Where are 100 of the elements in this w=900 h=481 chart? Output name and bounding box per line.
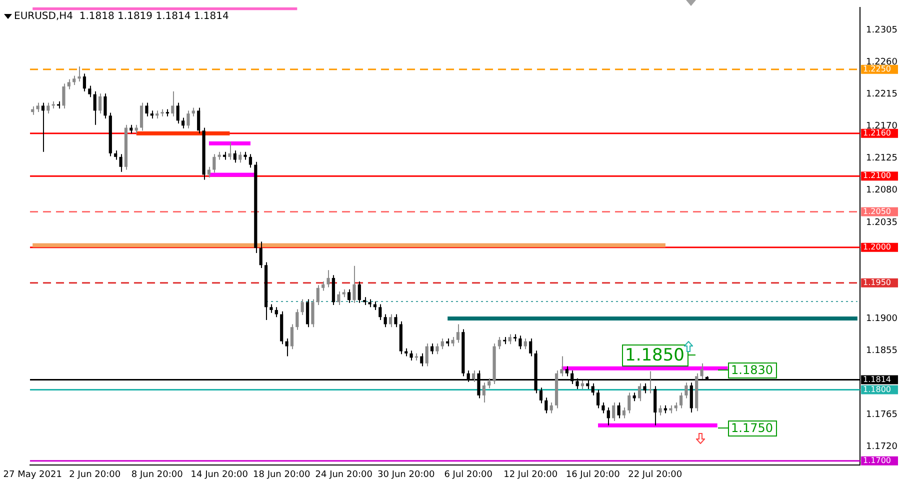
candlestick bbox=[93, 90, 96, 126]
candlestick bbox=[628, 392, 631, 414]
candlestick bbox=[654, 386, 657, 426]
candlestick bbox=[197, 107, 200, 134]
candlestick bbox=[114, 150, 118, 160]
candlestick bbox=[72, 75, 76, 86]
candlestick bbox=[181, 117, 185, 129]
candlestick bbox=[539, 387, 543, 404]
candlestick bbox=[306, 298, 310, 328]
candlestick bbox=[274, 306, 278, 318]
candlestick bbox=[643, 382, 646, 394]
y-tick-label: 1.1855 bbox=[866, 346, 898, 356]
candlestick bbox=[212, 154, 216, 174]
candlestick bbox=[322, 281, 325, 292]
candlestick bbox=[82, 73, 86, 92]
candlestick bbox=[658, 404, 662, 416]
y-tick-label: 1.1720 bbox=[866, 442, 898, 452]
candlestick bbox=[311, 298, 314, 328]
y-tick-label: 1.2305 bbox=[866, 26, 898, 36]
candlestick bbox=[290, 324, 294, 350]
candlestick bbox=[410, 350, 413, 362]
x-tick-label: 18 Jun 20:00 bbox=[253, 470, 310, 480]
y-tick-label: 1.2035 bbox=[866, 218, 898, 228]
y-tick-label: 1.1900 bbox=[866, 314, 898, 324]
candlestick bbox=[430, 342, 434, 355]
candlestick bbox=[508, 334, 512, 345]
candlestick bbox=[140, 102, 144, 132]
candlestick bbox=[62, 83, 66, 109]
x-tick-label: 14 Jun 20:00 bbox=[190, 470, 248, 480]
candlestick bbox=[638, 382, 642, 402]
candlestick bbox=[498, 336, 502, 350]
candlestick bbox=[207, 166, 211, 178]
x-tick-label: 2 Jun 20:00 bbox=[69, 470, 121, 480]
candlestick bbox=[119, 154, 122, 172]
candlestick bbox=[596, 389, 600, 409]
candlestick bbox=[78, 66, 81, 82]
candlestick bbox=[420, 352, 424, 367]
candlestick bbox=[36, 102, 40, 113]
x-tick-label: 6 Jul 20:00 bbox=[444, 470, 493, 480]
candlestick bbox=[451, 336, 454, 347]
candlestick bbox=[472, 370, 476, 382]
candlestick bbox=[617, 402, 620, 419]
candlestick bbox=[285, 338, 288, 357]
candlestick bbox=[560, 356, 564, 377]
candlestick bbox=[300, 298, 304, 316]
candlestick bbox=[88, 85, 92, 98]
candlestick bbox=[518, 335, 522, 350]
candlestick bbox=[550, 402, 553, 414]
x-tick-label: 12 Jul 20:00 bbox=[504, 470, 558, 480]
x-tick-label: 27 May 2021 bbox=[3, 470, 62, 480]
candlestick bbox=[565, 366, 568, 377]
x-tick-label: 8 Jun 20:00 bbox=[131, 470, 184, 480]
candlestick bbox=[388, 314, 392, 328]
candlestick bbox=[358, 281, 361, 304]
y-tick-label: 1.1765 bbox=[866, 410, 898, 420]
candlestick bbox=[46, 102, 50, 114]
candlestick bbox=[316, 284, 320, 306]
candlestick bbox=[690, 382, 693, 414]
candlestick bbox=[544, 397, 548, 414]
candlestick bbox=[41, 102, 45, 152]
candlestick bbox=[602, 402, 605, 414]
x-tick-label: 30 Jun 20:00 bbox=[378, 470, 435, 480]
candlestick bbox=[425, 342, 428, 367]
candlestick bbox=[326, 270, 330, 288]
ref-line-label: 1.2000 bbox=[863, 242, 891, 252]
candlestick bbox=[488, 378, 491, 389]
candlestick bbox=[104, 93, 107, 119]
ref-line-label: 1.1950 bbox=[863, 278, 891, 288]
candlestick bbox=[186, 110, 190, 129]
ref-line-label: 1.2250 bbox=[863, 64, 891, 74]
candlestick bbox=[296, 308, 299, 330]
candlestick bbox=[352, 265, 356, 304]
candlestick bbox=[248, 154, 252, 168]
candlestick bbox=[228, 141, 232, 160]
candlestick bbox=[233, 150, 236, 164]
candlestick bbox=[482, 382, 486, 404]
y-tick-label: 1.2080 bbox=[866, 186, 898, 196]
x-tick-label: 22 Jul 20:00 bbox=[628, 470, 682, 480]
candlestick bbox=[176, 102, 180, 124]
candlestick bbox=[337, 290, 340, 306]
candlestick bbox=[436, 342, 439, 355]
candlestick bbox=[524, 338, 527, 350]
candlestick bbox=[684, 382, 688, 399]
candlestick bbox=[679, 392, 683, 409]
ref-line-label: 1.2100 bbox=[863, 171, 891, 180]
candlestick bbox=[612, 402, 616, 422]
candlestick bbox=[98, 93, 102, 114]
candlestick bbox=[378, 304, 382, 320]
candlestick bbox=[171, 90, 174, 117]
ref-line-label: 1.1800 bbox=[863, 384, 891, 394]
x-tick-label: 24 Jun 20:00 bbox=[315, 470, 373, 480]
candlestick bbox=[606, 407, 610, 426]
candlestick bbox=[347, 288, 351, 304]
ref-line-label: 1.2050 bbox=[863, 206, 891, 216]
candlestick bbox=[622, 407, 626, 419]
ref-line-label: 1.1814 bbox=[863, 374, 891, 384]
ref-line-label: 1.2160 bbox=[863, 128, 891, 138]
candlestick bbox=[394, 314, 398, 328]
candlestick bbox=[145, 102, 148, 117]
ref-line-label: 1.1700 bbox=[863, 456, 891, 466]
